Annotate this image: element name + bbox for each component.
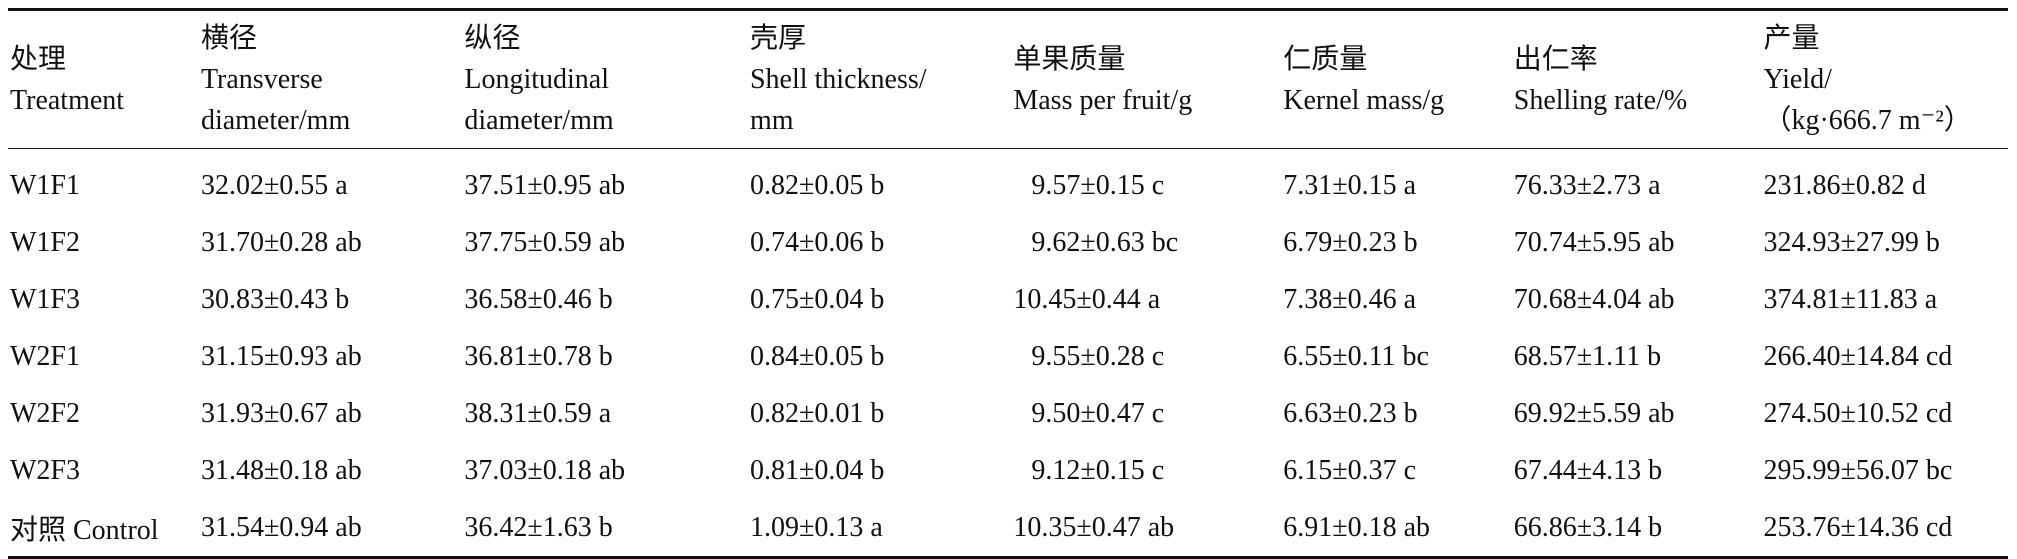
cell-shelling-rate: 70.68±4.04 ab (1513, 283, 1675, 315)
table-row: W1F2 31.70±0.28 ab 37.75±0.59 ab 0.74±0.… (8, 214, 2008, 271)
cell-yield: 266.40±14.84 cd (1763, 340, 1953, 372)
header-line: 产量 (1763, 23, 1820, 54)
cell-shell-thickness: 0.84±0.05 b (749, 340, 885, 372)
cell-yield: 374.81±11.83 a (1763, 283, 1938, 315)
cell-longitudinal-diameter: 38.31±0.59 a (464, 397, 612, 429)
header-line: diameter/mm (464, 105, 614, 136)
data-table: 处理 Treatment 横径 Transverse diameter/mm 纵… (8, 8, 2008, 559)
table-row: 对照 Control 31.54±0.94 ab 36.42±1.63 b 1.… (8, 499, 2008, 558)
cell-mass-per-fruit: 9.12±0.15 c (1031, 454, 1165, 486)
cell-transverse-diameter: 30.83±0.43 b (200, 283, 350, 315)
cell-yield: 231.86±0.82 d (1763, 169, 1926, 201)
header-line: Shelling rate/% (1513, 84, 1688, 116)
cell-yield: 274.50±10.52 cd (1763, 397, 1953, 429)
header-line: Mass per fruit/g (1013, 84, 1193, 116)
cell-shelling-rate: 69.92±5.59 ab (1513, 397, 1675, 429)
cell-longitudinal-diameter: 36.81±0.78 b (464, 340, 613, 372)
header-line: 仁质量 (1283, 43, 1368, 75)
cell-treatment: W1F1 (10, 169, 80, 201)
cell-shell-thickness: 1.09±0.13 a (749, 511, 883, 543)
cell-treatment: W2F1 (10, 340, 80, 372)
header-longitudinal-diameter: 纵径 Longitudinal diameter/mm (462, 10, 748, 149)
table-row: W1F3 30.83±0.43 b 36.58±0.46 b 0.75±0.04… (8, 271, 2008, 328)
cell-kernel-mass: 7.38±0.46 a (1283, 283, 1417, 315)
cell-mass-per-fruit: 10.45±0.44 a (1013, 283, 1161, 315)
cell-shelling-rate: 66.86±3.14 b (1513, 511, 1663, 543)
cell-mass-per-fruit: 9.57±0.15 c (1031, 169, 1165, 201)
header-line: Treatment (10, 84, 125, 116)
cell-kernel-mass: 6.91±0.18 ab (1283, 511, 1431, 543)
table-row: W2F3 31.48±0.18 ab 37.03±0.18 ab 0.81±0.… (8, 442, 2008, 499)
header-line: 处理 (10, 43, 67, 75)
header-line: Kernel mass/g (1283, 84, 1445, 116)
table-row: W1F1 32.02±0.55 a 37.51±0.95 ab 0.82±0.0… (8, 149, 2008, 215)
cell-mass-per-fruit: 10.35±0.47 ab (1013, 511, 1175, 543)
cell-transverse-diameter: 31.70±0.28 ab (200, 226, 362, 258)
header-line: Shell thickness/ (749, 64, 927, 95)
header-line: diameter/mm (200, 105, 351, 136)
header-line: Yield/ (1763, 64, 1832, 95)
cell-transverse-diameter: 31.48±0.18 ab (200, 454, 362, 486)
header-mass-per-fruit: 单果质量 Mass per fruit/g (1011, 10, 1281, 149)
header-line: Transverse (200, 64, 323, 95)
cell-longitudinal-diameter: 37.51±0.95 ab (464, 169, 626, 201)
cell-shell-thickness: 0.81±0.04 b (749, 454, 885, 486)
header-line: 出仁率 (1513, 43, 1598, 75)
header-line: （kg·666.7 m⁻²） (1763, 105, 1972, 136)
cell-treatment: 对照 Control (10, 514, 159, 546)
cell-yield: 324.93±27.99 b (1763, 226, 1940, 258)
cell-kernel-mass: 6.15±0.37 c (1283, 454, 1417, 486)
cell-shelling-rate: 67.44±4.13 b (1513, 454, 1663, 486)
cell-transverse-diameter: 31.54±0.94 ab (200, 511, 362, 543)
header-line: mm (749, 105, 794, 136)
cell-shell-thickness: 0.74±0.06 b (749, 226, 885, 258)
header-line: 纵径 (464, 23, 521, 54)
header-line: 单果质量 (1013, 43, 1126, 75)
cell-treatment: W1F3 (10, 283, 80, 315)
cell-transverse-diameter: 32.02±0.55 a (200, 169, 348, 201)
header-treatment: 处理 Treatment (8, 10, 199, 149)
cell-treatment: W2F2 (10, 397, 80, 429)
table-row: W2F1 31.15±0.93 ab 36.81±0.78 b 0.84±0.0… (8, 328, 2008, 385)
cell-mass-per-fruit: 9.50±0.47 c (1031, 397, 1165, 429)
cell-shelling-rate: 68.57±1.11 b (1513, 340, 1662, 372)
cell-shell-thickness: 0.82±0.01 b (749, 397, 885, 429)
cell-shell-thickness: 0.75±0.04 b (749, 283, 885, 315)
cell-shelling-rate: 70.74±5.95 ab (1513, 226, 1675, 258)
cell-treatment: W2F3 (10, 454, 80, 486)
cell-transverse-diameter: 31.93±0.67 ab (200, 397, 362, 429)
header-line: Longitudinal (464, 64, 609, 95)
header-transverse-diameter: 横径 Transverse diameter/mm (199, 10, 462, 149)
cell-kernel-mass: 7.31±0.15 a (1283, 169, 1417, 201)
table-row: W2F2 31.93±0.67 ab 38.31±0.59 a 0.82±0.0… (8, 385, 2008, 442)
header-shelling-rate: 出仁率 Shelling rate/% (1512, 10, 1762, 149)
header-kernel-mass: 仁质量 Kernel mass/g (1281, 10, 1512, 149)
cell-longitudinal-diameter: 36.42±1.63 b (464, 511, 613, 543)
cell-longitudinal-diameter: 37.75±0.59 ab (464, 226, 626, 258)
header-shell-thickness: 壳厚 Shell thickness/ mm (748, 10, 1011, 149)
cell-longitudinal-diameter: 37.03±0.18 ab (464, 454, 626, 486)
cell-mass-per-fruit: 9.55±0.28 c (1031, 340, 1165, 372)
cell-kernel-mass: 6.55±0.11 bc (1283, 340, 1429, 372)
header-row: 处理 Treatment 横径 Transverse diameter/mm 纵… (8, 9, 2008, 149)
cell-kernel-mass: 6.63±0.23 b (1283, 397, 1418, 429)
header-line: 横径 (200, 23, 257, 54)
cell-shell-thickness: 0.82±0.05 b (749, 169, 885, 201)
cell-mass-per-fruit: 9.62±0.63 bc (1031, 226, 1179, 258)
header-yield: 产量 Yield/ （kg·666.7 m⁻²） (1761, 10, 2008, 149)
cell-transverse-diameter: 31.15±0.93 ab (200, 340, 362, 372)
cell-yield: 295.99±56.07 bc (1763, 454, 1953, 486)
cell-longitudinal-diameter: 36.58±0.46 b (464, 283, 613, 315)
cell-yield: 253.76±14.36 cd (1763, 511, 1953, 543)
cell-treatment: W1F2 (10, 226, 80, 258)
cell-kernel-mass: 6.79±0.23 b (1283, 226, 1418, 258)
cell-shelling-rate: 76.33±2.73 a (1513, 169, 1661, 201)
header-line: 壳厚 (749, 23, 806, 54)
